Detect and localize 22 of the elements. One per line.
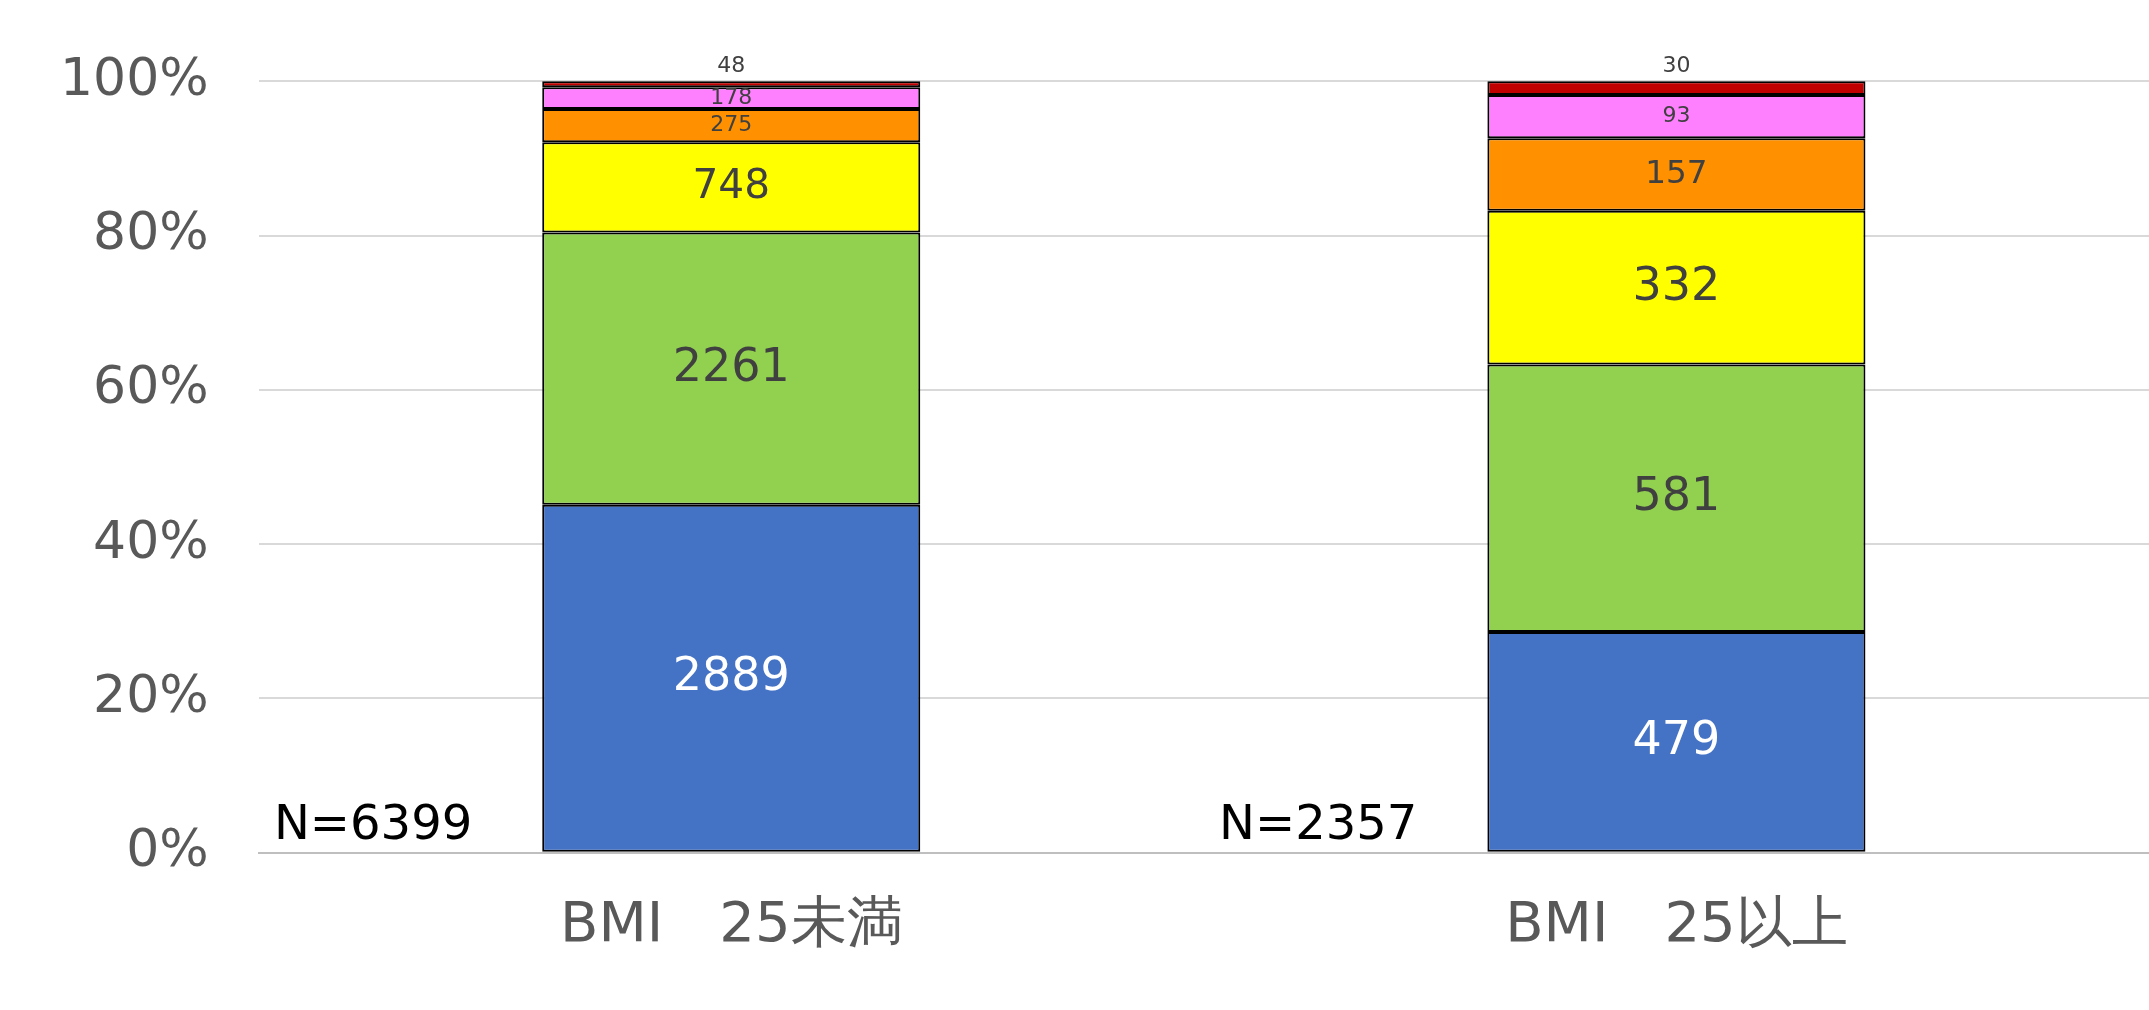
annotation: 275 <box>710 111 753 137</box>
annotation: 157 <box>1645 153 1708 192</box>
annotation: 332 <box>1632 256 1721 311</box>
text: 30 <box>1662 51 1691 77</box>
annotation: 2261 <box>672 337 790 392</box>
annotation: N=6399 <box>273 794 473 851</box>
annotation: 479 <box>1632 710 1721 765</box>
y-tick-label: 20% <box>93 664 209 724</box>
annotation: 581 <box>1632 467 1721 522</box>
text: 48 <box>717 51 746 77</box>
y-tick-label: 60% <box>93 355 209 416</box>
annotation: 748 <box>692 159 770 208</box>
annotation: 93 <box>1662 102 1691 128</box>
y-tick-label: 0% <box>126 818 209 879</box>
x-tick-label: BMI 25未満 <box>559 888 903 954</box>
y-tick-label: 40% <box>93 509 209 570</box>
x-tick-label: BMI 25以上 <box>1505 888 1848 954</box>
annotation: N=2357 <box>1219 794 1418 851</box>
y-tick-label: 80% <box>93 201 209 262</box>
y-tick-label: 100% <box>59 46 209 107</box>
annotation: 178 <box>710 83 753 109</box>
annotation: 2889 <box>672 647 790 702</box>
